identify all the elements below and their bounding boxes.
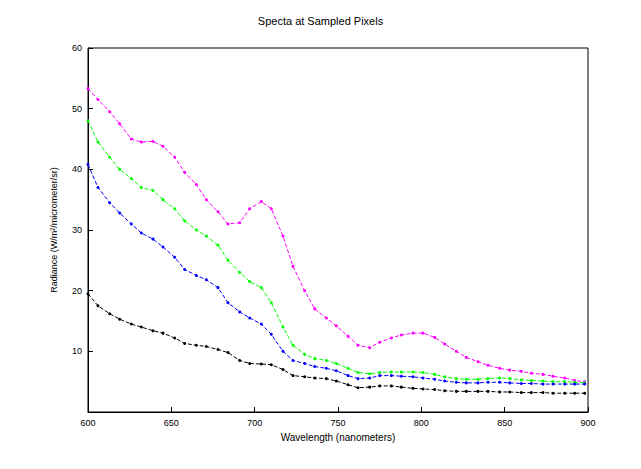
svg-text:Radiance (W/m²/micrometer/sr): Radiance (W/m²/micrometer/sr) <box>49 167 59 293</box>
svg-text:60: 60 <box>72 43 82 53</box>
svg-text:Wavelength (nanometers): Wavelength (nanometers) <box>281 432 396 443</box>
svg-text:10: 10 <box>72 346 82 356</box>
svg-text:700: 700 <box>247 418 262 428</box>
svg-text:30: 30 <box>72 225 82 235</box>
svg-text:900: 900 <box>580 418 595 428</box>
svg-text:750: 750 <box>330 418 345 428</box>
svg-text:800: 800 <box>414 418 429 428</box>
svg-text:40: 40 <box>72 164 82 174</box>
svg-text:Specta at Sampled Pixels: Specta at Sampled Pixels <box>258 15 384 27</box>
svg-text:600: 600 <box>80 418 95 428</box>
svg-text:850: 850 <box>497 418 512 428</box>
svg-text:650: 650 <box>164 418 179 428</box>
svg-text:20: 20 <box>72 286 82 296</box>
svg-text:50: 50 <box>72 104 82 114</box>
